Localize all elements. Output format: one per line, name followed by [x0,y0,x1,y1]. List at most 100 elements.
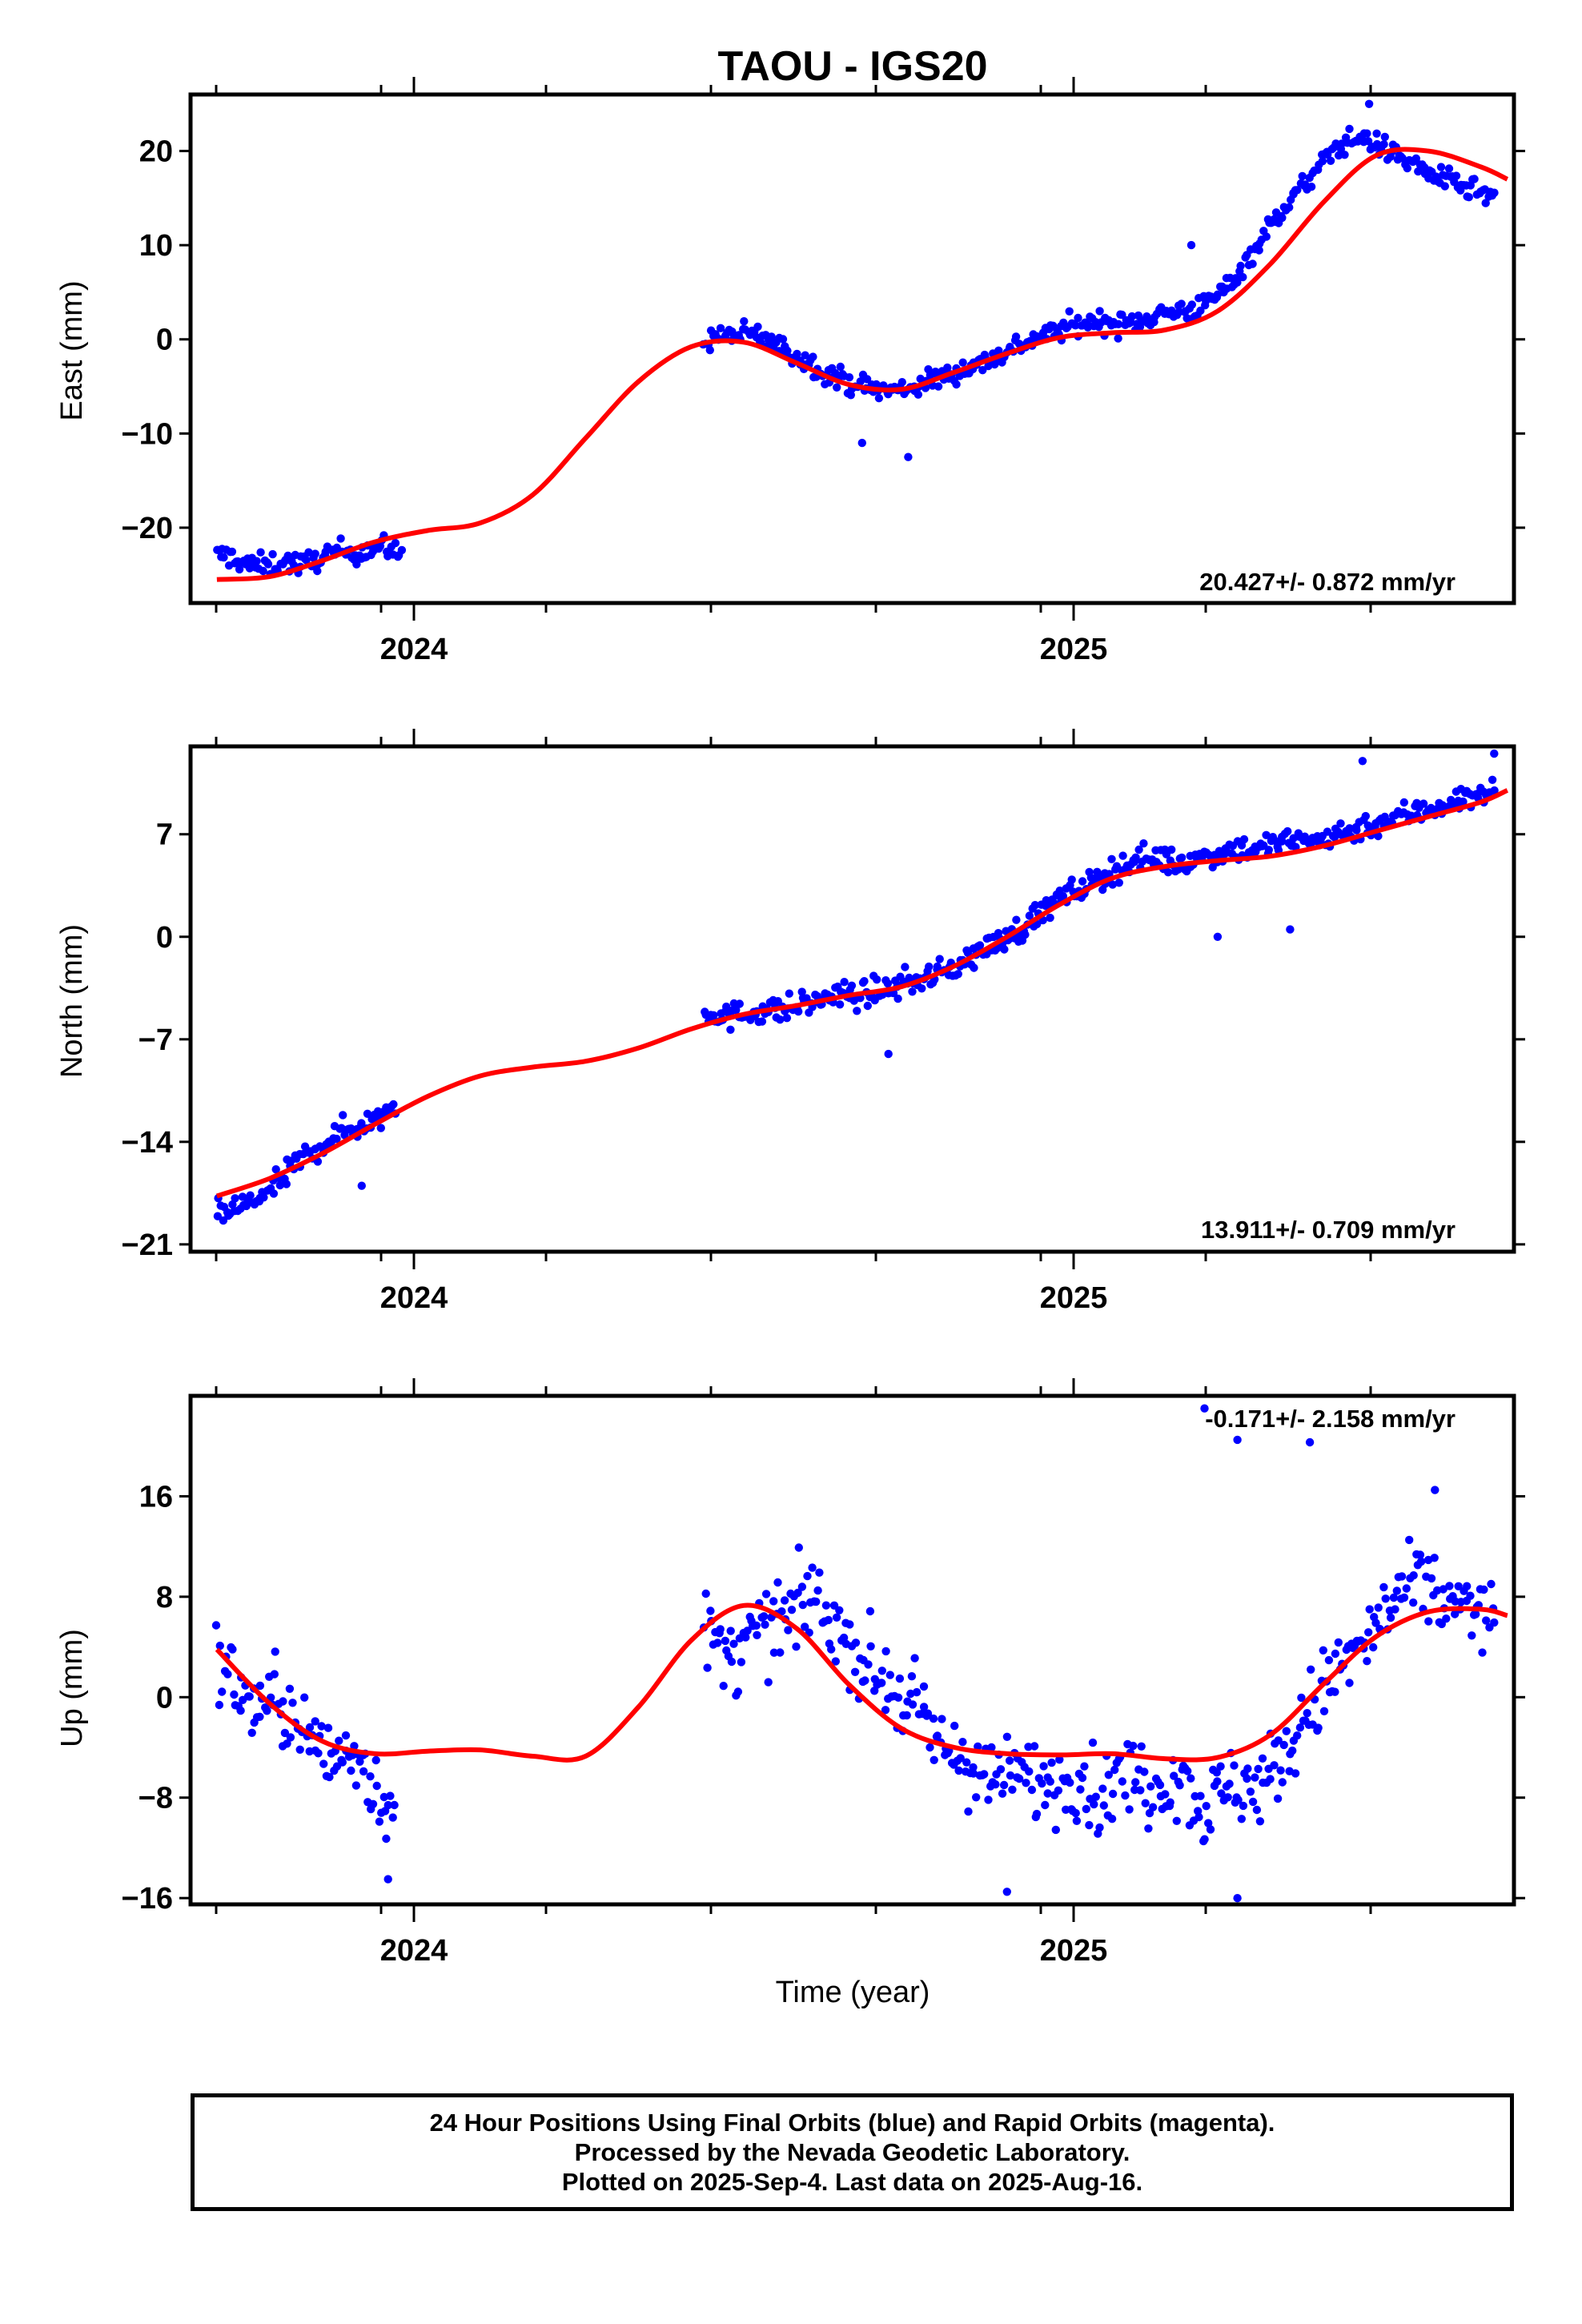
data-point [1258,1754,1267,1763]
data-point [1204,1819,1213,1827]
data-point [913,390,923,399]
data-point [1098,1784,1107,1793]
data-point [1233,1435,1242,1445]
data-point [897,378,907,387]
data-point [1326,156,1335,165]
data-point [295,1745,304,1754]
data-point [1278,213,1287,223]
data-point [831,1657,841,1666]
data-point [726,1025,735,1035]
data-point [1074,313,1082,323]
data-point [271,1647,279,1656]
data-point [1319,1707,1329,1715]
y-tick-label: 20 [139,135,173,169]
data-point [1237,1815,1247,1823]
data-point [865,1606,875,1616]
plot-frame [188,1393,1516,1907]
data-point [1414,167,1423,176]
data-point [1022,1779,1030,1787]
y-tick-label: −20 [122,512,173,545]
y-tick-label: −16 [122,1882,173,1916]
y-tick-label: −21 [122,1228,173,1262]
data-point [1278,837,1287,846]
data-point [923,1709,933,1718]
data-point [1140,1767,1149,1776]
data-point [735,999,744,1008]
data-point [282,1180,291,1188]
data-point [1416,1557,1426,1566]
data-point [793,349,801,359]
y-tick-label: 10 [139,229,173,263]
data-point [1055,1755,1064,1764]
data-point [259,1193,268,1202]
data-point [1030,1742,1039,1751]
data-point [963,948,973,958]
data-point [1345,824,1354,833]
data-point [1090,1799,1098,1809]
data-point [1088,1738,1098,1747]
data-point [1436,163,1446,171]
data-point [1409,1571,1418,1580]
data-point [1166,1798,1174,1807]
data-point [1195,1812,1203,1822]
data-point [958,1738,967,1747]
data-point [780,1596,789,1605]
data-point [383,1800,392,1810]
data-point [211,1621,221,1630]
data-point [1374,1603,1383,1612]
data-point [701,1589,710,1598]
data-point [866,1642,875,1651]
data-point [215,1641,224,1651]
data-point [845,1620,854,1629]
data-point [1213,932,1223,942]
data-point [919,1703,929,1711]
data-point [1386,1613,1395,1622]
data-points [213,749,1499,1225]
data-point [797,1582,807,1591]
data-point [778,335,788,344]
data-point [1262,830,1271,840]
data-point [1293,186,1302,195]
data-point [1239,1801,1248,1811]
data-point [1025,1767,1034,1776]
data-point [836,362,845,372]
data-point [372,1781,381,1791]
data-point [881,1706,890,1715]
data-point [1118,851,1127,860]
data-point [1295,1723,1305,1732]
data-point [1155,1780,1165,1790]
data-point [776,1648,785,1657]
data-point [794,1543,803,1552]
data-point [1129,1741,1138,1751]
data-point [737,1658,746,1667]
data-point [1444,164,1454,173]
data-point [764,1678,773,1687]
data-point [1196,1791,1205,1800]
data-point [757,1017,767,1026]
data-point [706,1606,715,1615]
data-point [1131,853,1140,862]
data-point [1071,321,1080,330]
data-point [727,1657,737,1667]
data-point [1331,1687,1339,1696]
data-point [230,1690,239,1699]
data-point [996,1765,1006,1774]
data-point [1248,259,1257,268]
data-point [1078,1773,1087,1783]
data-point [1127,312,1137,321]
footer-caption: 24 Hour Positions Using Final Orbits (bl… [191,2093,1514,2211]
data-point [325,1772,334,1782]
data-point [703,1663,712,1672]
data-point [1490,786,1499,795]
data-point [235,565,244,574]
data-point [350,1742,359,1751]
footer-line-1: 24 Hour Positions Using Final Orbits (bl… [429,2109,1275,2137]
data-point [352,560,361,569]
data-point [1125,1805,1134,1814]
data-point [1131,1778,1140,1787]
data-point [1118,1777,1127,1786]
data-point [1046,1777,1055,1786]
data-point [270,1670,279,1679]
data-point [934,382,943,391]
data-point [376,1124,385,1132]
